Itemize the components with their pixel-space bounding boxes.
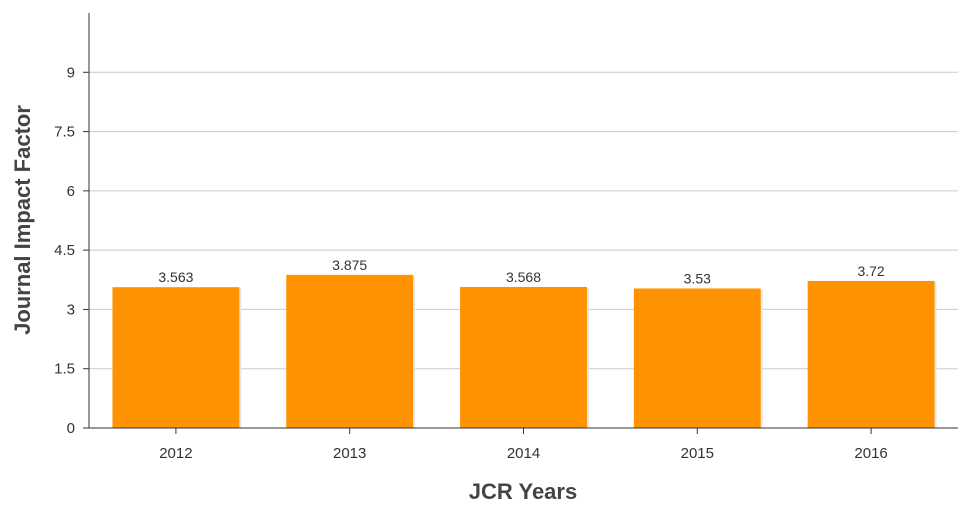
y-tick-label: 1.5: [54, 361, 75, 378]
x-axis-title: JCR Years: [469, 479, 577, 504]
data-label: 3.563: [158, 269, 193, 285]
x-tick-label: 2013: [333, 445, 366, 462]
y-axis-title: Journal Impact Factor: [10, 105, 35, 335]
x-tick-label: 2015: [681, 445, 714, 462]
x-tick-label: 2016: [854, 445, 887, 462]
bar[interactable]: [633, 288, 761, 428]
bar[interactable]: [286, 274, 414, 428]
bar[interactable]: [460, 286, 587, 428]
bars: [112, 274, 937, 428]
y-tick-label: 9: [67, 64, 75, 81]
y-tick-label: 4.5: [54, 242, 75, 259]
x-tick-label: 2014: [507, 445, 540, 462]
y-tick-label: 7.5: [54, 124, 75, 141]
data-label: 3.568: [506, 269, 541, 285]
axes: [83, 13, 958, 434]
data-label: 3.875: [332, 257, 367, 273]
labels: 0 1.5 3 4.5 6 7.5 9 3.563 2012 3.875 2013 3.568 2014…: [54, 64, 888, 462]
bar[interactable]: [807, 280, 935, 428]
y-tick-label: 3: [67, 301, 75, 318]
data-label: 3.53: [684, 270, 711, 286]
y-tick-label: 6: [67, 183, 75, 200]
y-tick-label: 0: [67, 420, 75, 437]
data-label: 3.72: [857, 263, 884, 279]
bar[interactable]: [112, 287, 240, 428]
x-tick-label: 2012: [159, 445, 192, 462]
